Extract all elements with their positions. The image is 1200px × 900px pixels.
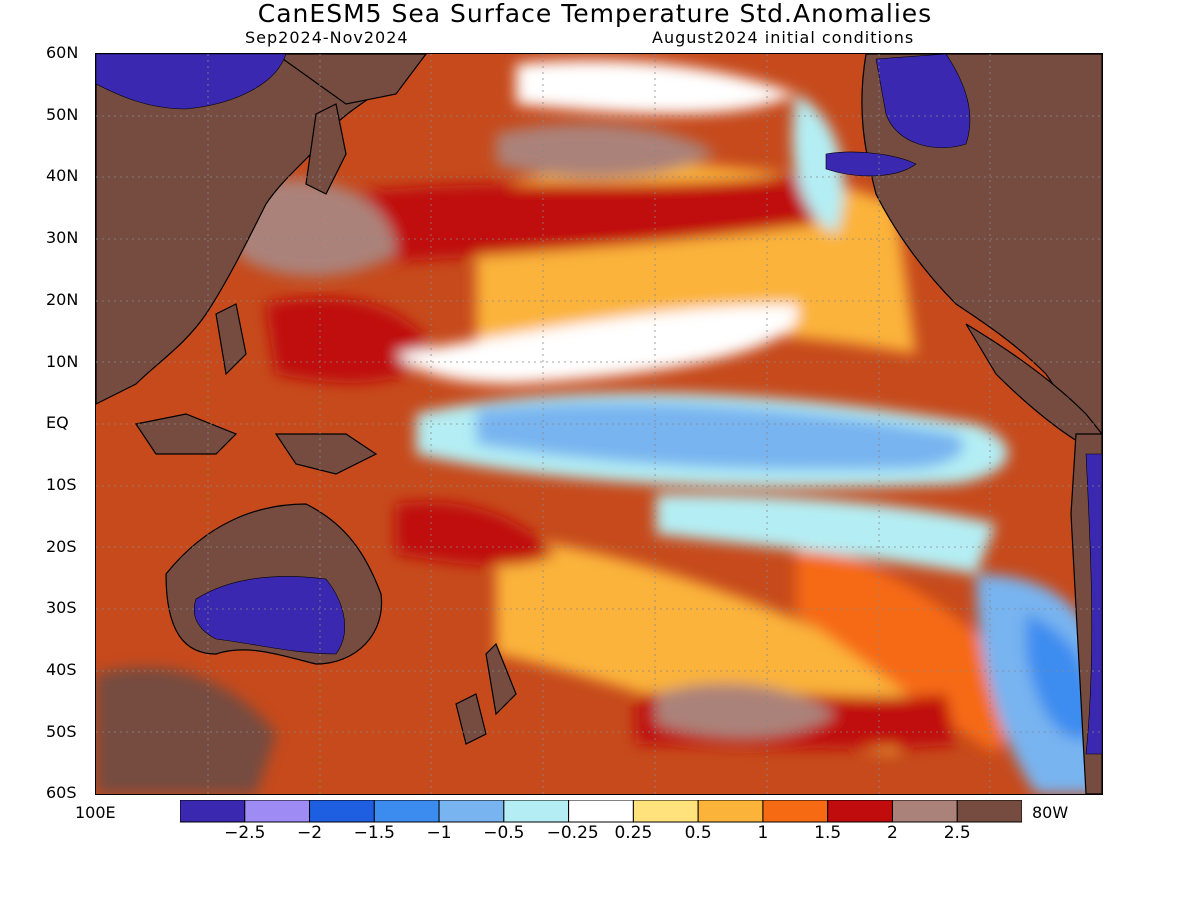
colorbar-swatch <box>891 799 958 823</box>
lat-label: 40S <box>46 660 77 679</box>
colorbar-tick-label: 2 <box>887 823 898 843</box>
colorbar-tick-label: 1 <box>757 823 769 843</box>
colorbar-swatches <box>179 799 1023 823</box>
colorbar-swatch <box>309 799 375 823</box>
colorbar-swatch <box>568 799 634 823</box>
chart-title: CanESM5 Sea Surface Temperature Std.Anom… <box>257 0 933 28</box>
colorbar-swatch <box>244 799 311 823</box>
anomaly-field <box>96 54 1102 794</box>
cold-anomaly-areas <box>96 54 1102 755</box>
colorbar-swatch <box>697 799 764 823</box>
colorbar-tick-label: −2 <box>297 823 323 843</box>
lat-label: 20S <box>46 536 77 556</box>
colorbar-tick-label: 0.5 <box>684 823 712 843</box>
lat-label: 50S <box>46 721 77 741</box>
lat-label: 20N <box>46 289 79 309</box>
colorbar-swatch <box>827 799 893 823</box>
lat-label: 40N <box>46 166 79 186</box>
lat-label: 60N <box>46 43 79 62</box>
lat-label: 60S <box>46 783 77 803</box>
colorbar-swatch <box>632 799 699 823</box>
colorbar-tick-label: 0.25 <box>614 823 653 843</box>
colorbar-swatch <box>179 799 246 823</box>
colorbar-swatch <box>373 799 440 823</box>
lat-label: 30S <box>46 598 77 618</box>
lat-label: 30N <box>46 228 79 248</box>
colorbar <box>179 799 1023 828</box>
lat-label: EQ <box>46 413 69 433</box>
colorbar-tick-label: −0.25 <box>546 823 599 843</box>
colorbar-tick-label: −1 <box>426 823 452 843</box>
initial-conditions: August2024 initial conditions <box>652 28 915 47</box>
lon-label-right: 80W <box>1032 803 1069 822</box>
colorbar-swatch <box>956 799 1023 823</box>
colorbar-swatch <box>438 799 505 823</box>
lat-label: 10N <box>46 351 79 371</box>
colorbar-tick-label: −0.5 <box>483 823 525 843</box>
lat-label: 10S <box>46 474 77 494</box>
colorbar-tick-label: 1.5 <box>814 823 842 843</box>
colorbar-tick-label: −2.5 <box>224 823 266 843</box>
lon-label-left: 100E <box>75 803 116 822</box>
sst-anomaly-map <box>95 53 1103 795</box>
lat-label: 50N <box>46 104 79 124</box>
colorbar-tick-label: −1.5 <box>353 823 395 843</box>
colorbar-swatch <box>503 799 570 823</box>
colorbar-swatch <box>762 799 829 823</box>
forecast-period: Sep2024-Nov2024 <box>245 28 409 47</box>
colorbar-tick-label: 2.5 <box>943 823 971 843</box>
